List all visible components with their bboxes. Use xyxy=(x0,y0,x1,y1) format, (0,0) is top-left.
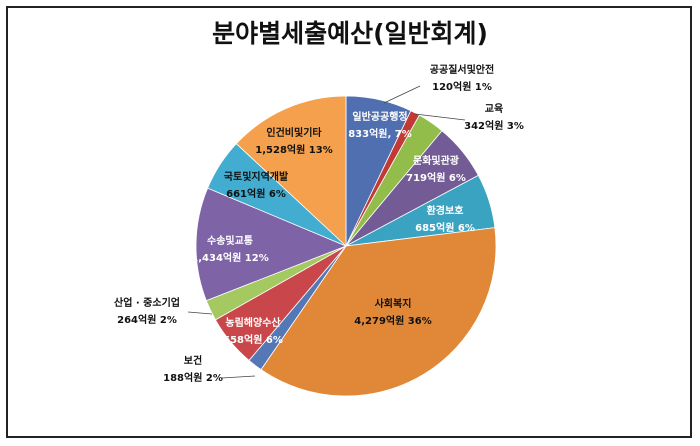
leader-line xyxy=(383,85,421,104)
chart-title: 분야별세출예산(일반회계) xyxy=(212,19,488,48)
slice-name-label: 보건 xyxy=(184,354,202,367)
slice-name-label: 문화및관광 xyxy=(413,154,460,167)
slice-name-label: 환경보호 xyxy=(427,204,464,217)
slice-name-label: 농림해양수산 xyxy=(225,316,281,329)
slice-value-label: 4,279억원 36% xyxy=(354,314,431,327)
slice-value-label: 1,528억원 13% xyxy=(255,143,332,156)
leader-line xyxy=(187,311,213,315)
slice-value-label: 342억원 3% xyxy=(464,119,524,132)
slice-value-label: 188억원 2% xyxy=(163,371,223,384)
slice-value-label: 685억원 6% xyxy=(415,221,475,234)
pie-slice xyxy=(260,227,497,397)
slice-name-label: 일반공공행정 xyxy=(352,110,407,123)
leader-line xyxy=(221,375,256,379)
slice-name-label: 수송및교통 xyxy=(207,235,253,247)
slice-value-label: 833억원, 7% xyxy=(348,127,412,140)
pie-slice xyxy=(235,95,347,247)
slice-name-label: 인건비및기타 xyxy=(266,126,322,139)
leader-line xyxy=(414,113,466,121)
slice-name-label: 사회복지 xyxy=(375,297,412,310)
slice-value-label: 658억원 6% xyxy=(223,333,283,346)
slice-value-label: 120억원 1% xyxy=(432,80,492,93)
slice-name-label: 국토및지역개발 xyxy=(224,170,289,183)
slice-value-label: 661억원 6% xyxy=(226,187,286,200)
slice-name-label: 교육 xyxy=(485,103,503,115)
slice-value-label: 719억원 6% xyxy=(406,171,466,184)
slice-value-label: 1,434억원 12% xyxy=(191,251,268,264)
slice-value-label: 264억원 2% xyxy=(117,313,177,326)
slice-name-label: 공공질서및안전 xyxy=(430,63,494,76)
slice-name-label: 산업 · 중소기업 xyxy=(114,296,180,309)
pie-slice xyxy=(195,187,348,302)
